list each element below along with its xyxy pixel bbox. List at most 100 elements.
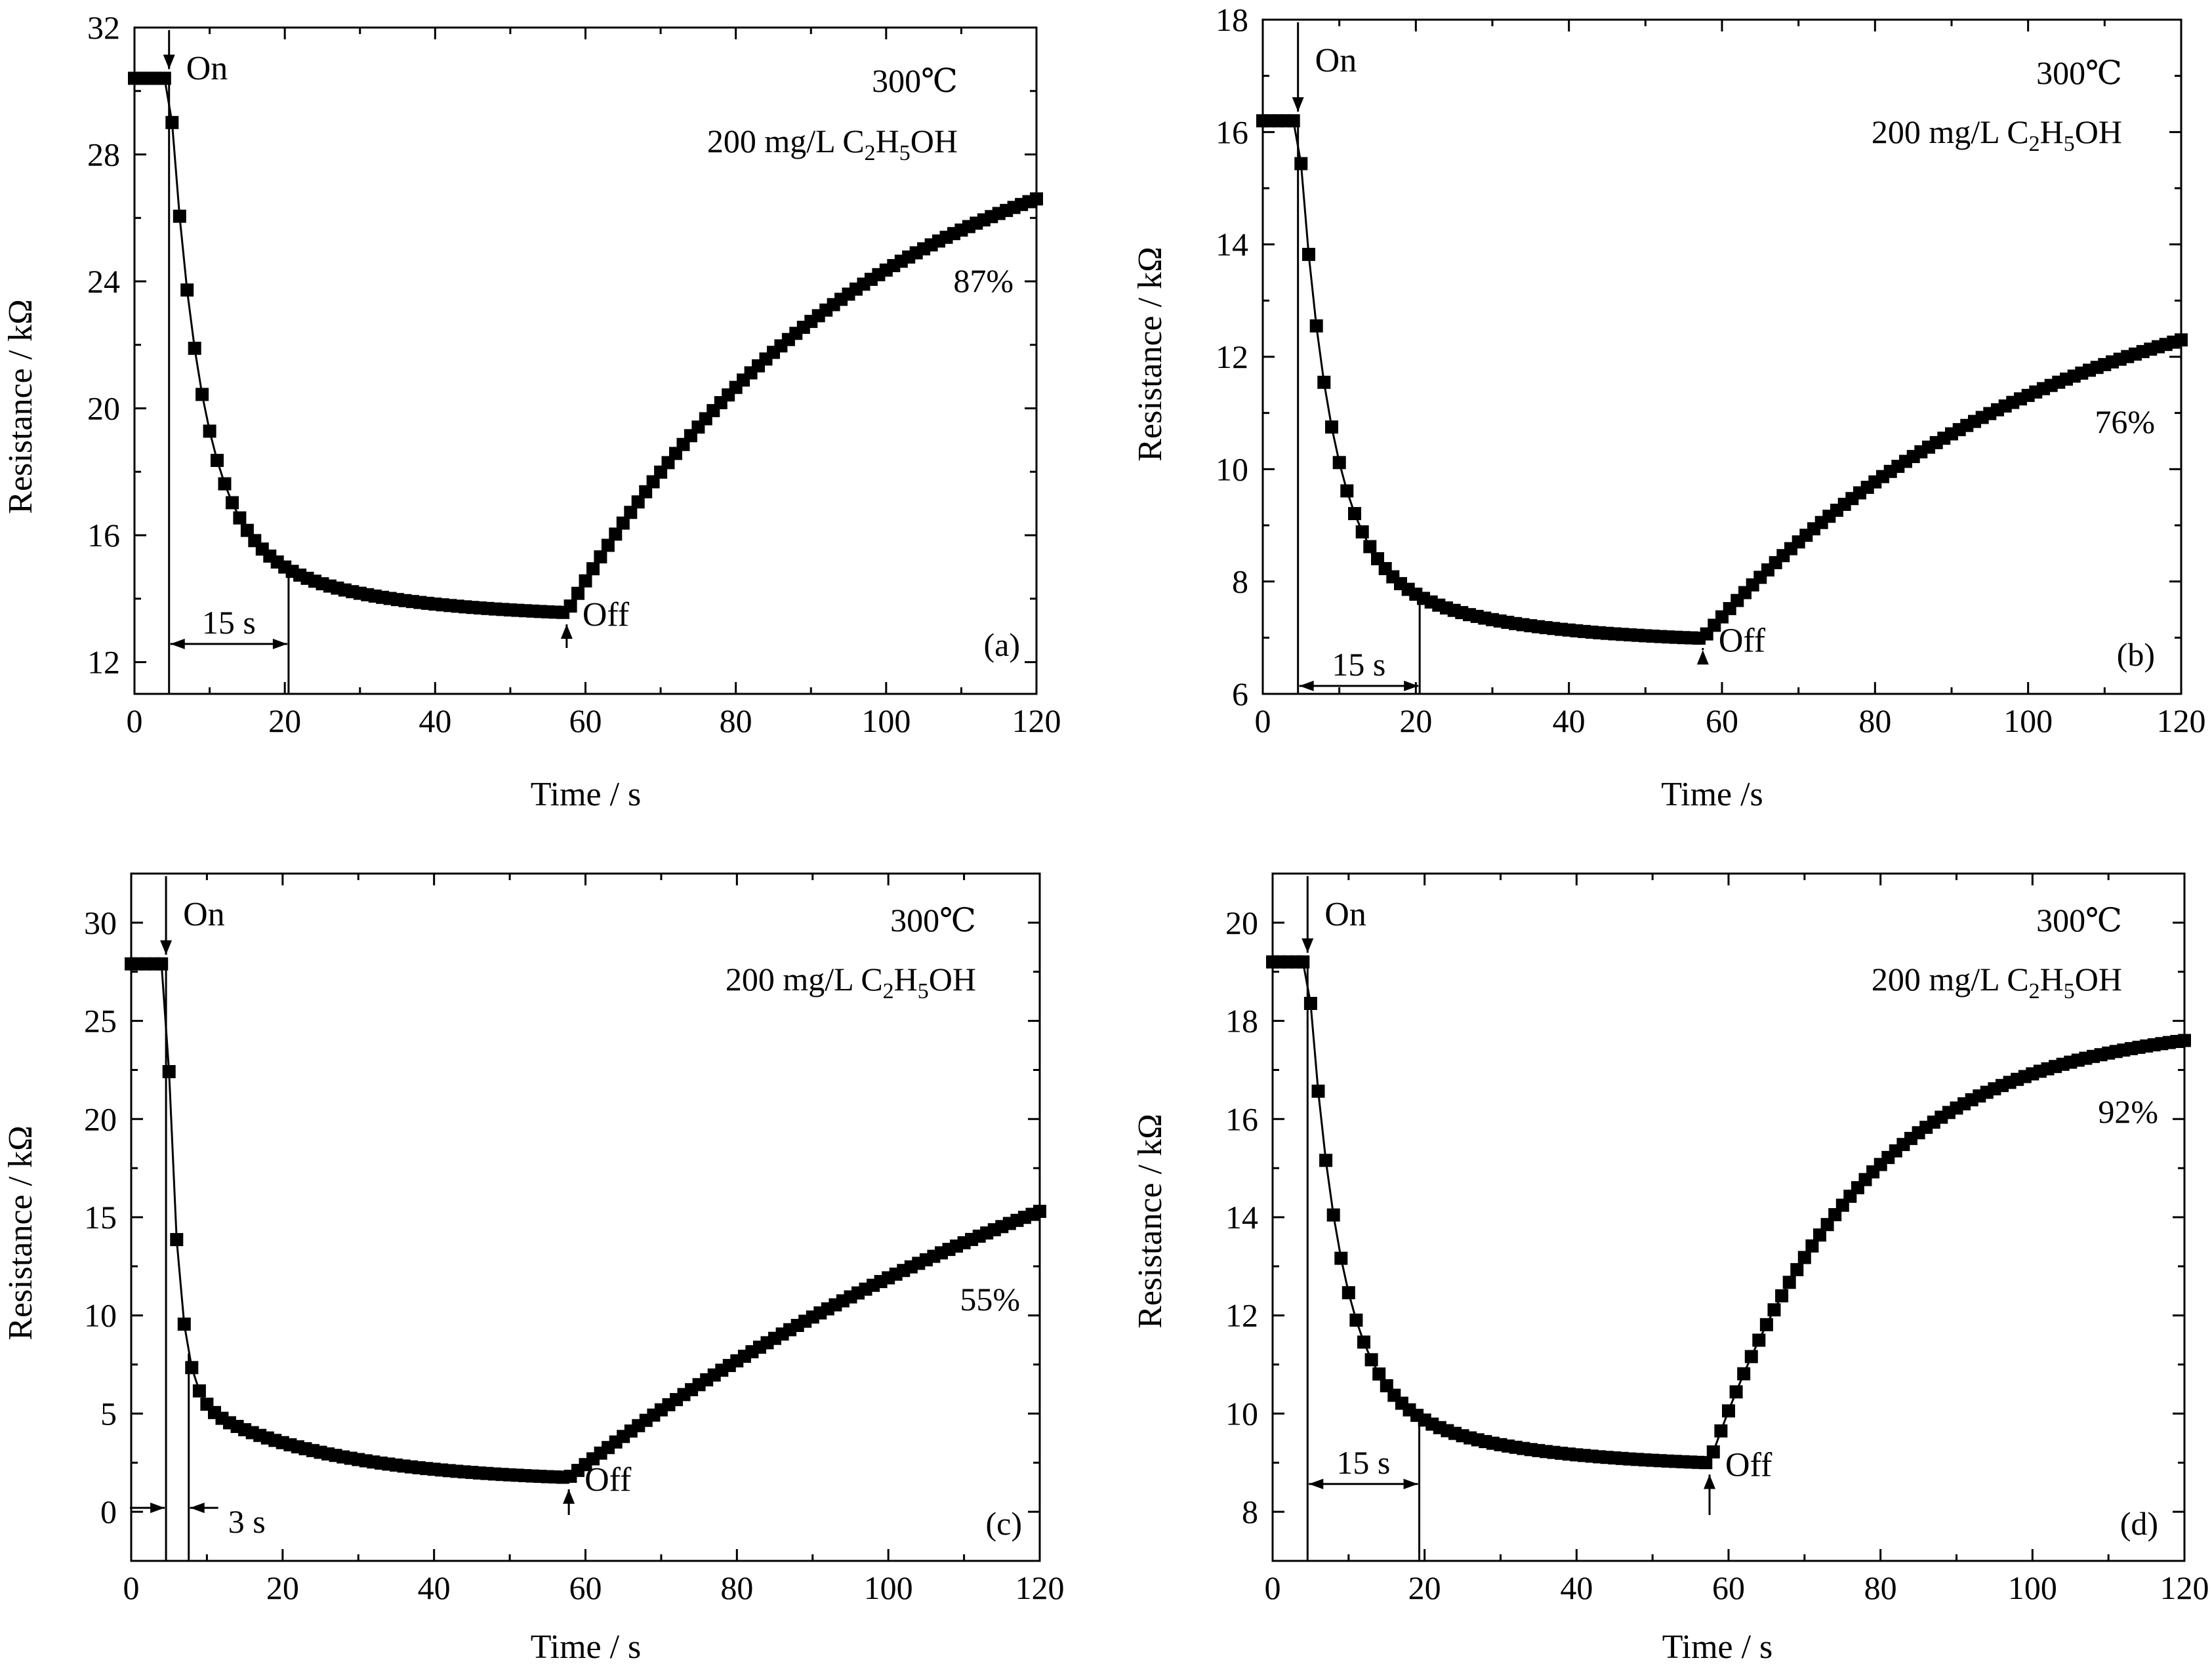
data-point-b <box>1317 375 1331 389</box>
data-point-d <box>1820 1218 1834 1232</box>
temperature-label-d: 300℃ <box>2036 902 2122 938</box>
x-tick-label-a: 80 <box>720 702 752 739</box>
temperature-label-a: 300℃ <box>872 62 958 99</box>
y-tick-label-c: 15 <box>84 1199 117 1236</box>
span-label-a: 15 s <box>202 604 256 641</box>
data-point-a <box>226 496 239 510</box>
data-point-c <box>192 1384 206 1398</box>
plot-area-c: 0 20 40 60 80 100 120 0 5 10 15 20 25 30 On Off 3 s <box>84 872 1065 1606</box>
on-label-b: On <box>1315 42 1357 79</box>
y-tick-label-b: 8 <box>1232 563 1248 600</box>
y-tick-label-d: 12 <box>1225 1297 1258 1334</box>
x-tick-label-c: 120 <box>1015 1569 1065 1606</box>
gas-label-c: 200 mg/L C2H5OH <box>726 961 976 1003</box>
y-tick-label-c: 5 <box>100 1395 117 1432</box>
data-point-d <box>1349 1313 1363 1327</box>
data-point-c <box>1033 1205 1046 1218</box>
data-point-b <box>1355 525 1369 538</box>
data-point-b <box>1286 114 1300 128</box>
data-point-b <box>1294 157 1308 171</box>
x-tick-label-b: 20 <box>1399 702 1432 739</box>
data-point-d <box>1364 1353 1378 1367</box>
y-tick-label-a: 12 <box>87 644 120 681</box>
off-label-b: Off <box>1719 622 1766 659</box>
data-point-d <box>1805 1239 1819 1253</box>
span-arrowhead-left-a <box>170 638 185 649</box>
data-point-d <box>1706 1445 1720 1459</box>
y-tick-label-a: 28 <box>87 136 120 173</box>
span-arrowhead-left-b <box>1299 680 1314 691</box>
data-point-a <box>601 538 615 552</box>
data-point-b <box>1332 456 1346 470</box>
data-point-a <box>579 574 592 588</box>
data-point-b <box>1371 552 1384 565</box>
data-point-a <box>165 115 179 129</box>
data-point-d <box>1722 1404 1735 1418</box>
data-point-b <box>1302 247 1315 261</box>
y-tick-label-a: 32 <box>87 9 120 46</box>
data-point-d <box>1767 1303 1781 1317</box>
data-point-d <box>1759 1318 1773 1331</box>
x-tick-label-b: 60 <box>1706 702 1738 739</box>
x-tick-label-d: 60 <box>1712 1569 1745 1606</box>
off-label-c: Off <box>584 1461 632 1499</box>
data-point-a <box>180 283 194 297</box>
gas-label-d: 200 mg/L C2H5OH <box>1872 961 2122 1003</box>
data-point-b <box>1325 420 1338 434</box>
data-point-c <box>162 1065 176 1078</box>
x-tick-label-d: 80 <box>1864 1569 1897 1606</box>
data-point-d <box>1311 1084 1325 1098</box>
data-point-d <box>1729 1385 1743 1399</box>
off-arrowhead-b <box>1696 650 1709 665</box>
data-point-c <box>155 957 169 971</box>
x-tick-label-c: 20 <box>266 1569 299 1606</box>
on-label-d: On <box>1324 896 1366 933</box>
x-axis-label-d: Time / s <box>1662 1628 1773 1666</box>
x-tick-label-b: 100 <box>2003 702 2053 739</box>
data-point-a <box>157 71 171 85</box>
span-arrowhead-right-d <box>1403 1478 1418 1489</box>
y-tick-label-c: 25 <box>84 1003 117 1039</box>
off-arrowhead-a <box>560 624 573 639</box>
span-arrowhead-left-d <box>1309 1478 1324 1489</box>
data-point-d <box>1326 1208 1340 1222</box>
x-tick-label-d: 100 <box>2008 1569 2057 1606</box>
x-tick-label-c: 60 <box>569 1569 602 1606</box>
axis-frame-a <box>133 26 1038 695</box>
x-tick-label-d: 40 <box>1560 1569 1593 1606</box>
panel-b: 0 20 40 60 80 100 120 6 8 10 12 14 16 18 On Off 15 s 300… <box>1132 1 2206 813</box>
on-arrowhead-c <box>160 940 173 955</box>
y-tick-label-d: 20 <box>1225 904 1258 941</box>
data-point-a <box>594 550 607 564</box>
data-point-d <box>1813 1228 1826 1242</box>
x-axis-label-c: Time / s <box>531 1628 642 1666</box>
data-point-d <box>1790 1262 1804 1276</box>
plot-area-b: 0 20 40 60 80 100 120 6 8 10 12 14 16 18 On Off 15 s <box>1216 1 2206 739</box>
x-tick-label-d: 0 <box>1265 1569 1281 1606</box>
panel-a: 0 20 40 60 80 100 120 12 16 20 24 28 32 On Off 15 s 300… <box>2 9 1061 813</box>
data-point-c <box>177 1318 191 1331</box>
temperature-label-c: 300℃ <box>890 902 976 938</box>
span-arrowhead-right-c <box>190 1503 205 1514</box>
data-point-a <box>624 506 638 519</box>
data-point-d <box>1737 1367 1751 1381</box>
response-label-c: 55% <box>960 1281 1020 1318</box>
panel-label-b: (b) <box>2117 636 2155 673</box>
span-arrowhead-right-a <box>272 638 287 649</box>
y-tick-label-a: 16 <box>87 517 120 554</box>
y-tick-label-b: 12 <box>1216 338 1248 375</box>
y-tick-label-b: 14 <box>1216 226 1248 263</box>
on-arrowhead-d <box>1301 938 1314 953</box>
x-tick-label-b: 0 <box>1255 702 1271 739</box>
panel-c: 0 20 40 60 80 100 120 0 5 10 15 20 25 30 On Off 3 s 300℃… <box>2 872 1065 1666</box>
series-line-b <box>1263 119 2182 639</box>
data-point-a <box>586 562 600 576</box>
data-point-d <box>1334 1251 1348 1265</box>
x-tick-label-c: 100 <box>864 1569 913 1606</box>
gas-label-a: 200 mg/L C2H5OH <box>707 123 958 165</box>
x-tick-label-a: 100 <box>861 702 911 739</box>
panel-label-d: (d) <box>2120 1505 2158 1542</box>
data-point-a <box>571 586 584 600</box>
on-label-a: On <box>186 50 228 87</box>
data-point-d <box>2178 1034 2191 1047</box>
